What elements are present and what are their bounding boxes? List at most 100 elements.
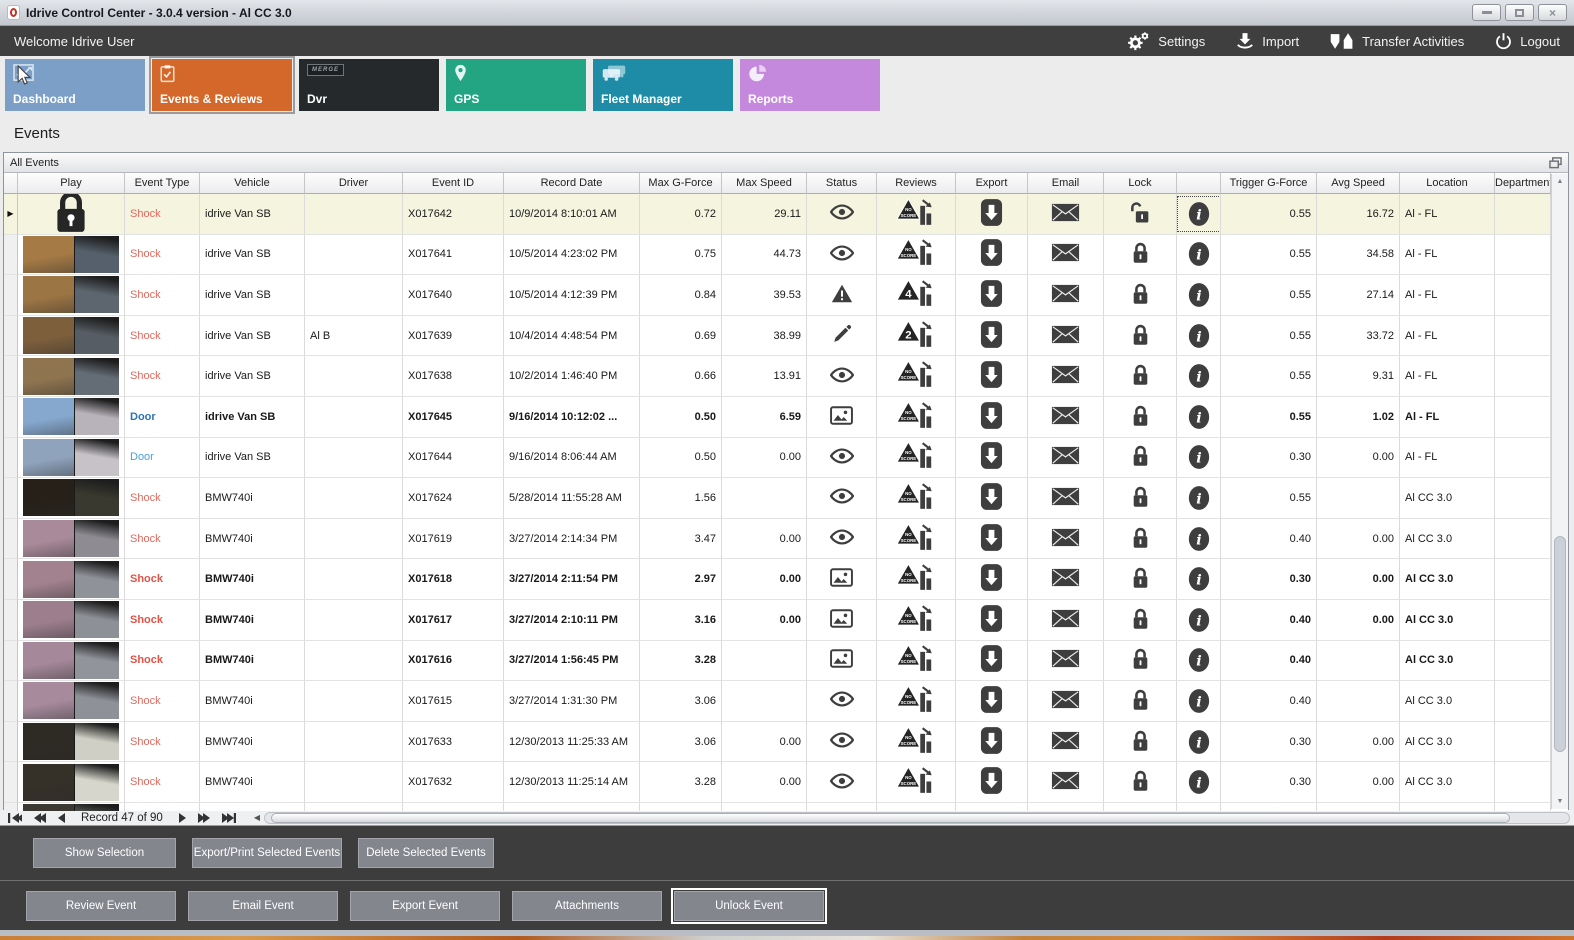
scroll-left-icon[interactable]: ◀ (253, 813, 260, 822)
info-icon[interactable]: i (1178, 725, 1220, 759)
column-header-driver[interactable]: Driver (305, 173, 403, 194)
column-header-max-speed[interactable]: Max Speed (722, 173, 807, 194)
event-row[interactable]: ▶ Shock idrive Van SB X017642 10/9/2014 8:10… (4, 194, 1551, 235)
info-cell[interactable]: i (1177, 396, 1221, 438)
export-cell[interactable] (956, 437, 1028, 479)
event-row[interactable]: Shock BMW740i X017618 3/27/2014 2:11:54 PM 2… (4, 559, 1551, 600)
export-cell[interactable] (956, 681, 1028, 722)
lock-icon[interactable] (1132, 607, 1149, 633)
row-selector[interactable] (4, 478, 18, 519)
event-row[interactable]: Shock idrive Van SB X017641 10/5/2014 4:23:… (4, 234, 1551, 276)
row-selector[interactable] (4, 762, 18, 803)
lock-cell[interactable] (1104, 640, 1177, 682)
lock-cell[interactable] (1104, 518, 1177, 560)
reviews-cell[interactable]: 2 (877, 315, 956, 357)
info-cell[interactable]: i (1177, 518, 1221, 560)
minimize-button[interactable] (1472, 4, 1501, 21)
export-icon[interactable] (980, 685, 1003, 717)
export-icon[interactable] (980, 644, 1003, 676)
delete-selected-events-button[interactable]: Delete Selected Events (358, 838, 494, 868)
reviews-cell[interactable]: NO SCORE (877, 234, 956, 276)
email-event-button[interactable]: Email Event (188, 891, 338, 921)
event-row[interactable]: Shock BMW740i X017633 12/30/2013 11:25:33 A… (4, 721, 1551, 763)
info-icon[interactable]: i (1178, 603, 1220, 637)
row-selector[interactable] (4, 437, 18, 479)
info-icon[interactable]: i (1178, 643, 1220, 677)
play-cell[interactable] (18, 315, 125, 357)
play-cell[interactable] (18, 194, 125, 235)
column-header-reviews[interactable]: Reviews (877, 173, 956, 194)
event-thumbnail[interactable] (23, 763, 119, 801)
lock-icon[interactable] (1132, 241, 1149, 267)
tab-dashboard[interactable]: Dashboard (5, 59, 145, 111)
event-thumbnail[interactable] (23, 723, 119, 761)
menu-item-logout[interactable]: Logout (1494, 32, 1560, 51)
lock-icon[interactable] (1132, 363, 1149, 389)
email-cell[interactable] (1028, 681, 1104, 722)
lock-cell[interactable] (1104, 478, 1177, 519)
export-icon[interactable] (980, 726, 1003, 758)
review-score-icon[interactable]: NO SCORE (896, 238, 935, 270)
info-cell[interactable]: i (1177, 194, 1221, 235)
export-cell[interactable] (956, 356, 1028, 397)
email-icon[interactable] (1051, 284, 1080, 306)
export-icon[interactable] (980, 563, 1003, 595)
row-selector[interactable] (4, 518, 18, 560)
event-row[interactable]: Shock idrive Van SB Al B X017639 10/4/2014 4… (4, 315, 1551, 357)
lock-cell[interactable] (1104, 315, 1177, 357)
review-score-icon[interactable]: NO SCORE (896, 482, 935, 514)
info-icon[interactable]: i (1178, 765, 1220, 799)
play-cell[interactable] (18, 275, 125, 316)
column-header-record-date[interactable]: Record Date (504, 173, 640, 194)
review-score-icon[interactable]: NO SCORE (896, 441, 935, 473)
event-thumbnail[interactable] (23, 682, 119, 720)
export-icon[interactable] (980, 279, 1003, 311)
lock-cell[interactable] (1104, 275, 1177, 316)
column-header-max-g-force[interactable]: Max G-Force (640, 173, 722, 194)
play-cell[interactable] (18, 762, 125, 803)
row-selector[interactable] (4, 356, 18, 397)
export-icon[interactable] (980, 441, 1003, 473)
column-header-department[interactable]: Department (1495, 173, 1551, 194)
event-row[interactable]: Shock BMW740i X017615 3/27/2014 1:31:30 PM 3… (4, 681, 1551, 722)
horizontal-scrollbar[interactable]: ◀ (253, 811, 1570, 824)
column-header-avg-speed[interactable]: Avg Speed (1317, 173, 1400, 194)
info-cell[interactable]: i (1177, 275, 1221, 316)
event-row[interactable]: Shock BMW740i X017616 3/27/2014 1:56:45 PM 3… (4, 640, 1551, 682)
info-cell[interactable]: i (1177, 640, 1221, 682)
lock-cell[interactable] (1104, 234, 1177, 276)
review-score-icon[interactable]: 4 (896, 279, 935, 311)
event-thumbnail[interactable] (23, 804, 119, 811)
last-record-button[interactable] (221, 812, 236, 823)
reviews-cell[interactable]: NO SCORE (877, 681, 956, 722)
first-record-button[interactable] (8, 812, 22, 823)
review-score-icon[interactable]: NO SCORE (896, 766, 935, 798)
email-icon[interactable] (1051, 487, 1080, 509)
info-cell[interactable]: i (1177, 762, 1221, 803)
play-cell[interactable] (18, 234, 125, 276)
email-cell[interactable] (1028, 194, 1104, 235)
play-cell[interactable] (18, 396, 125, 438)
reviews-cell[interactable]: NO SCORE (877, 356, 956, 397)
event-thumbnail[interactable] (23, 235, 119, 273)
row-selector[interactable] (4, 234, 18, 276)
event-thumbnail[interactable] (23, 317, 119, 355)
menu-item-settings[interactable]: Settings (1127, 31, 1205, 51)
email-icon[interactable] (1051, 243, 1080, 265)
lock-icon[interactable] (1132, 729, 1149, 755)
lock-icon[interactable] (1132, 526, 1149, 552)
export-cell[interactable] (956, 640, 1028, 682)
play-cell[interactable] (18, 640, 125, 682)
close-button[interactable]: × (1538, 4, 1567, 21)
info-cell[interactable]: i (1177, 599, 1221, 641)
lock-icon[interactable] (1132, 485, 1149, 511)
show-selection-button[interactable]: Show Selection (33, 838, 176, 868)
review-score-icon[interactable]: NO SCORE (896, 401, 935, 433)
event-thumbnail[interactable] (23, 641, 119, 679)
info-cell[interactable]: i (1177, 478, 1221, 519)
lock-icon[interactable] (1132, 444, 1149, 470)
email-icon[interactable] (1051, 203, 1080, 225)
reviews-cell[interactable]: 4 (877, 275, 956, 316)
event-thumbnail[interactable] (23, 479, 119, 517)
reviews-cell[interactable]: NO SCORE (877, 396, 956, 438)
